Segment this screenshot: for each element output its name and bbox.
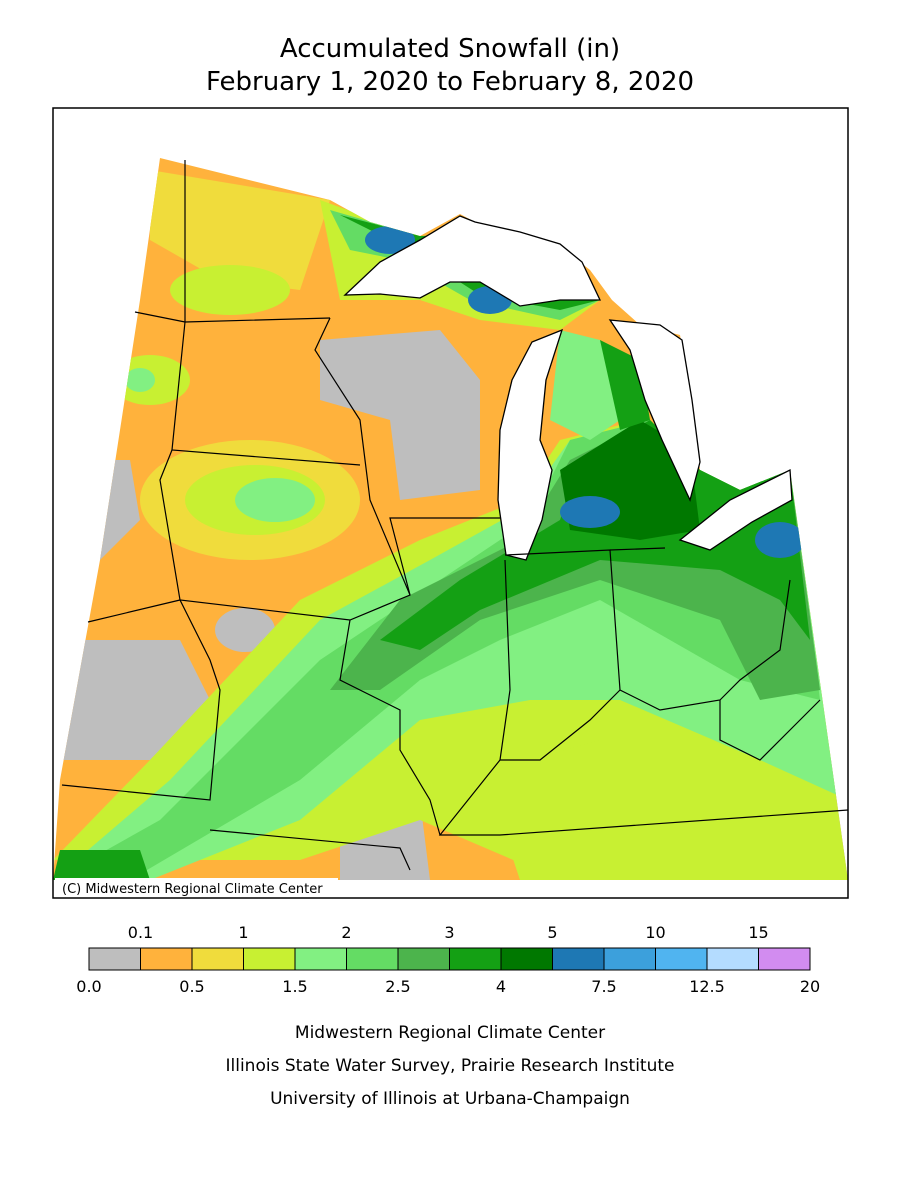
lakes (343, 215, 793, 561)
legend-swatch (191, 947, 244, 971)
state-borders (61, 160, 849, 871)
legend-swatch (449, 947, 502, 971)
legend-label: 1 (238, 923, 248, 942)
copyright-box (55, 878, 338, 897)
legend-swatch (603, 947, 656, 971)
legend-swatch (706, 947, 759, 971)
legend-label: 0.5 (179, 977, 204, 996)
legend-swatch (552, 947, 605, 971)
legend-label: 4 (496, 977, 506, 996)
legend-label: 12.5 (689, 977, 725, 996)
legend-swatch (294, 947, 347, 971)
legend-swatch (500, 947, 553, 971)
legend-label: 2.5 (385, 977, 410, 996)
legend-label: 0.0 (76, 977, 101, 996)
legend: 0.0 0.1 0.5 1 1.5 2 2.5 3 4 5 7.5 10 12.5 15 20 (76, 923, 820, 996)
legend-swatch (243, 947, 296, 971)
legend-label: 3 (444, 923, 454, 942)
subtitle: February 1, 2020 to February 8, 2020 (206, 67, 694, 97)
legend-label: 10 (645, 923, 665, 942)
legend-swatch (346, 947, 399, 971)
legend-label: 2 (341, 923, 351, 942)
title: Accumulated Snowfall (in) (280, 34, 620, 64)
copyright: (C) Midwestern Regional Climate Center (62, 882, 323, 897)
legend-label: 7.5 (591, 977, 616, 996)
credit: Midwestern Regional Climate Center (295, 1023, 605, 1043)
map-frame (52, 107, 849, 899)
legend-label: 1.5 (282, 977, 307, 996)
legend-label: 15 (748, 923, 768, 942)
legend-swatch (758, 947, 811, 971)
legend-swatch (655, 947, 708, 971)
credit: University of Illinois at Urbana-Champai… (270, 1089, 630, 1109)
legend-swatch (88, 947, 141, 971)
legend-label: 20 (800, 977, 820, 996)
legend-label: 5 (547, 923, 557, 942)
legend-label: 0.1 (128, 923, 153, 942)
legend-swatch (397, 947, 450, 971)
legend-swatch (140, 947, 193, 971)
credit: Illinois State Water Survey, Prairie Res… (226, 1056, 675, 1076)
